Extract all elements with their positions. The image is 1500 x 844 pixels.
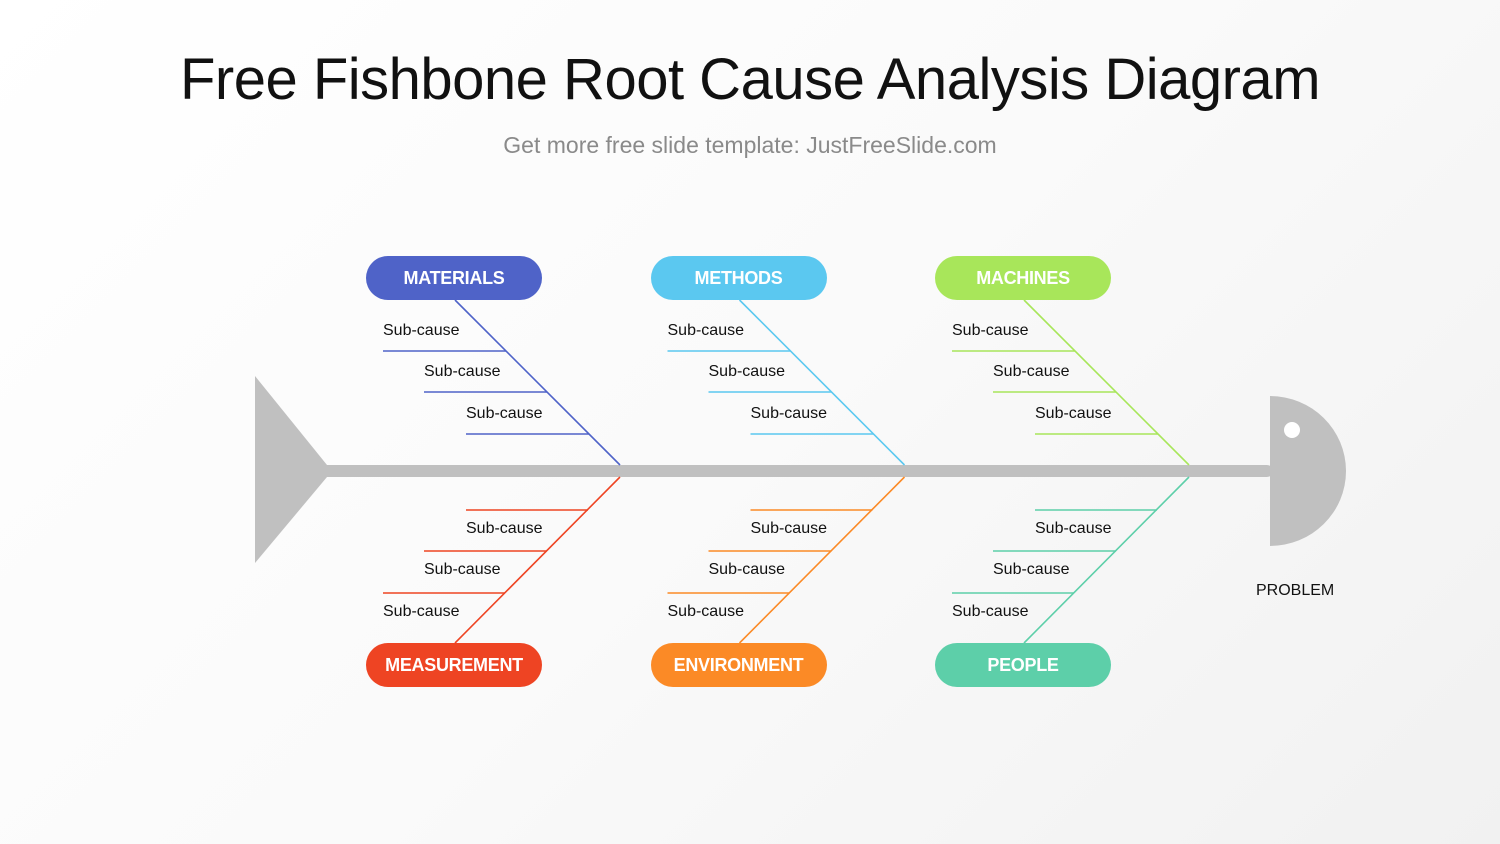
branch-line: [738, 476, 906, 644]
sub-cause-label: Sub-cause: [424, 561, 501, 578]
sub-cause-label: Sub-cause: [952, 322, 1029, 339]
fish-head: [1270, 396, 1346, 546]
fish-eye: [1284, 422, 1300, 438]
sub-cause-label: Sub-cause: [667, 322, 745, 339]
branch-line: [454, 476, 621, 644]
category-environment: ENVIRONMENT: [650, 643, 827, 687]
category-methods: METHODS: [650, 256, 827, 300]
category-materials: MATERIALS: [366, 256, 542, 300]
page-subtitle: Get more free slide template: JustFreeSl…: [503, 132, 997, 158]
sub-cause-label: Sub-cause: [750, 405, 828, 422]
sub-cause-label: Sub-cause: [750, 520, 828, 537]
category-measurement: MEASUREMENT: [366, 643, 542, 687]
sub-cause-label: Sub-cause: [424, 363, 501, 380]
sub-cause-label: Sub-cause: [383, 322, 460, 339]
category-people: PEOPLE: [935, 643, 1111, 687]
sub-cause-label: Sub-cause: [466, 520, 543, 537]
problem-label: PROBLEM: [1256, 582, 1335, 599]
fish-spine: [255, 465, 1273, 477]
sub-cause-label: Sub-cause: [1035, 405, 1112, 422]
sub-cause-label: Sub-cause: [993, 561, 1070, 578]
sub-cause-label: Sub-cause: [708, 363, 786, 380]
sub-cause-label: Sub-cause: [667, 603, 745, 620]
sub-cause-label: Sub-cause: [466, 405, 543, 422]
sub-cause-label: Sub-cause: [383, 603, 460, 620]
branch-line: [1023, 476, 1190, 644]
sub-cause-label: Sub-cause: [993, 363, 1070, 380]
branch-line: [454, 299, 621, 466]
sub-cause-label: Sub-cause: [1035, 520, 1112, 537]
branch-line: [1023, 299, 1190, 466]
page-title: Free Fishbone Root Cause Analysis Diagra…: [179, 47, 1321, 112]
category-machines: MACHINES: [935, 256, 1111, 300]
branch-line: [738, 299, 906, 466]
sub-cause-label: Sub-cause: [952, 603, 1029, 620]
sub-cause-label: Sub-cause: [708, 561, 786, 578]
